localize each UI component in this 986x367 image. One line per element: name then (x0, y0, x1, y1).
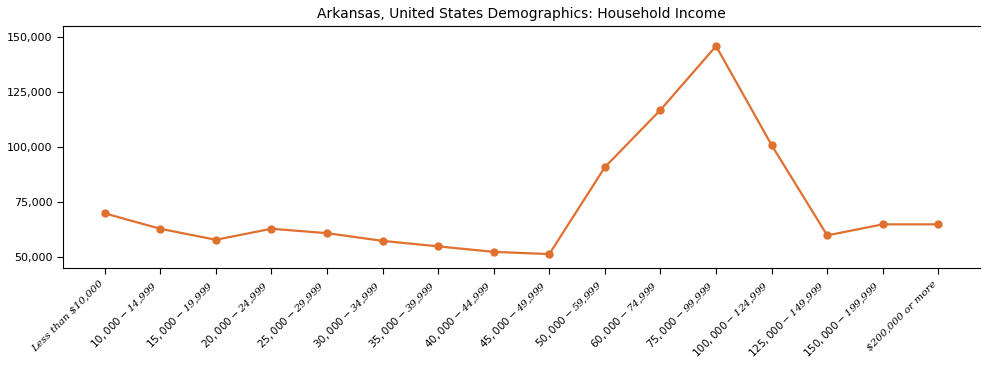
Title: Arkansas, United States Demographics: Household Income: Arkansas, United States Demographics: Ho… (317, 7, 725, 21)
